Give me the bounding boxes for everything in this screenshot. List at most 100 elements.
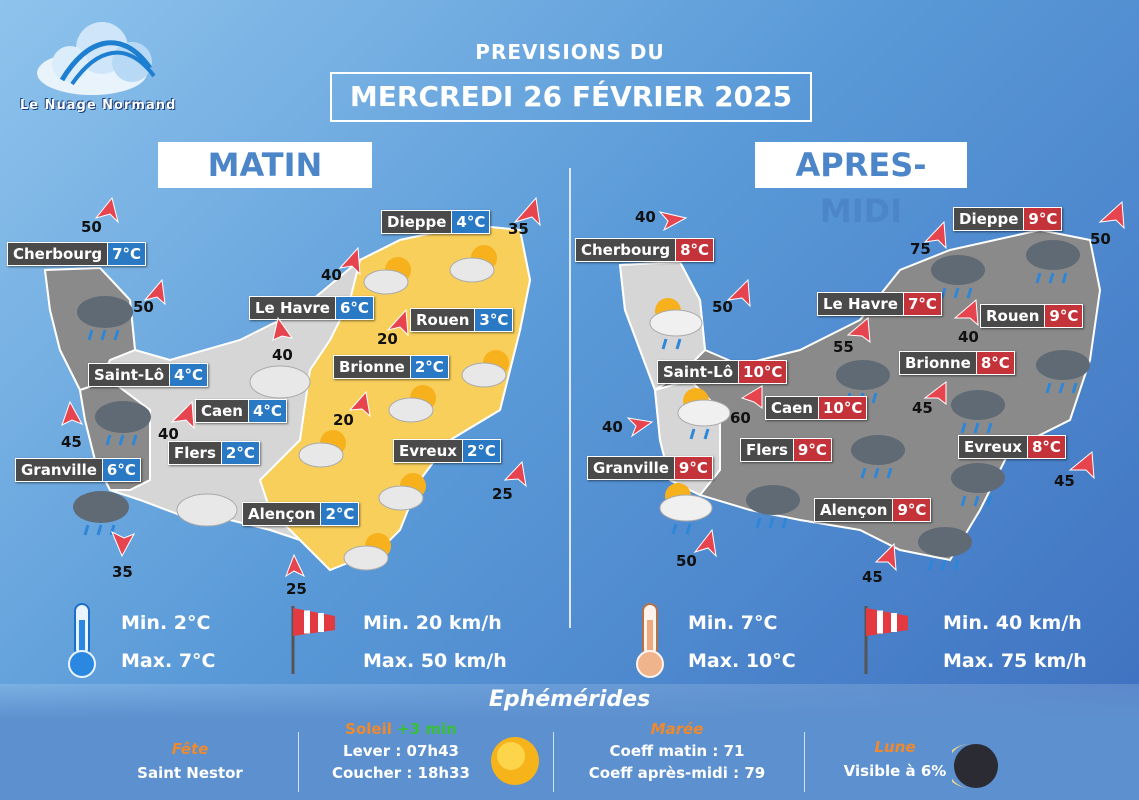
wind-speed: 25 (286, 580, 307, 598)
ephemerides-title: Ephémérides (488, 687, 651, 712)
wind-arrow-icon (874, 542, 897, 572)
wind-arrow-icon (386, 308, 409, 337)
rain-cloud-icon (951, 390, 1005, 434)
wind-speed: 40 (958, 328, 979, 346)
lune-label: Lune (874, 738, 916, 756)
wind-arrow-icon (846, 316, 871, 344)
lune-value: Visible à 6% (843, 762, 947, 780)
soleil-coucher: Coucher : 18h33 (331, 764, 470, 782)
header-date: MERCREDI 26 FÉVRIER 2025 (330, 72, 812, 122)
separator (298, 732, 299, 792)
sun-cloud-icon (343, 533, 391, 571)
wind-speed: 40 (602, 418, 623, 436)
wind-speed: 55 (833, 338, 854, 356)
wind-arrow-icon (726, 278, 751, 308)
city-label-rouen: Rouen 3°C (410, 308, 514, 332)
cloud-icon (176, 493, 238, 527)
wind-arrow-icon (923, 220, 947, 250)
sun-cloud-icon (388, 385, 436, 423)
soleil-gain: +3 min (397, 720, 457, 738)
fete-label: Fête (171, 740, 209, 758)
wind-arrow-icon (338, 246, 361, 276)
city-label-flers: Flers 2°C (168, 441, 260, 465)
city-label-brionne-pm: Brionne 8°C (899, 351, 1015, 375)
rain-cloud-icon (931, 255, 985, 299)
city-label-cherbourg: Cherbourg 7°C (7, 242, 147, 266)
wind-speed: 45 (862, 568, 883, 586)
windsock-icon (291, 606, 335, 674)
wind-arrow-icon (1068, 451, 1095, 480)
wind-arrow-icon (285, 553, 306, 578)
rain-cloud-icon (746, 485, 800, 529)
city-label-granville: Granville 6°C (15, 458, 141, 482)
wind-speed: 40 (272, 346, 293, 364)
rain-cloud-icon (1036, 350, 1090, 394)
wind-speed: 40 (635, 208, 656, 226)
morning-max-wind: Max. 50 km/h (363, 650, 507, 672)
rain-cloud-icon (851, 435, 905, 479)
city-label-cherbourg-pm: Cherbourg 8°C (575, 238, 715, 262)
wind-arrow-icon (61, 400, 84, 426)
maree-block: Marée Coeff matin : 71 Coeff après-midi … (572, 720, 782, 782)
city-label-evreux-pm: Evreux 8°C (958, 435, 1066, 459)
city-label-granville-pm: Granville 9°C (587, 456, 713, 480)
wind-arrows-layer (61, 196, 1125, 578)
soleil-lever: Lever : 07h43 (343, 742, 459, 760)
morning-min-wind: Min. 20 km/h (363, 612, 502, 634)
wind-arrow-icon (953, 298, 979, 327)
wind-speed: 45 (912, 399, 933, 417)
wind-arrow-icon (111, 530, 136, 558)
rain-cloud-icon (1026, 240, 1080, 284)
wind-arrow-icon (94, 196, 119, 224)
city-label-saint-lo: Saint-Lô 4°C (88, 363, 208, 387)
afternoon-title: APRES-MIDI (755, 142, 967, 230)
wind-arrow-icon (170, 400, 195, 430)
wind-speed: 50 (133, 298, 154, 316)
maree-matin: Coeff matin : 71 (609, 742, 745, 760)
wind-speed: 25 (492, 485, 513, 503)
morning-max-temp: Max. 7°C (121, 650, 216, 672)
city-label-saint-lo-pm: Saint-Lô 10°C (657, 360, 788, 384)
wind-speed: 60 (730, 409, 751, 427)
city-label-evreux: Evreux 2°C (393, 439, 501, 463)
city-label-le-havre: Le Havre 6°C (249, 296, 374, 320)
afternoon-max-temp: Max. 10°C (688, 650, 796, 672)
wind-arrow-icon (503, 460, 527, 488)
wind-speed: 75 (910, 240, 931, 258)
brand-name: Le Nuage Normand (20, 98, 177, 113)
thermometer-warm-icon (636, 603, 664, 678)
sun-cloud-icon (363, 257, 411, 295)
morning-title: MATIN (158, 142, 372, 188)
wind-arrow-icon (658, 211, 688, 232)
wind-speed: 45 (1054, 472, 1075, 490)
sun-rain-cloud-icon (649, 298, 703, 350)
wind-speed: 50 (81, 218, 102, 236)
wind-speed: 45 (61, 433, 82, 451)
city-label-brionne: Brionne 2°C (333, 355, 449, 379)
wind-arrow-icon (923, 380, 947, 405)
wind-arrow-icon (348, 390, 371, 418)
sun-cloud-icon (298, 430, 346, 468)
header-line1: PREVISIONS DU (475, 40, 665, 64)
afternoon-min-temp: Min. 7°C (688, 612, 778, 634)
section-divider (569, 168, 571, 628)
wind-speed: 20 (377, 330, 398, 348)
rain-cloud-icon (918, 527, 972, 571)
rain-cloud-icon (77, 296, 133, 341)
city-label-le-havre-pm: Le Havre 7°C (817, 292, 942, 316)
wind-speed: 35 (508, 220, 529, 238)
wind-arrow-icon (740, 385, 763, 409)
thermometer-cold-icon (68, 603, 96, 678)
moon-icon (952, 744, 998, 788)
wind-arrow-icon (1098, 200, 1125, 230)
separator (804, 732, 805, 792)
city-label-dieppe-pm: Dieppe 9°C (953, 207, 1063, 231)
wind-speed: 40 (158, 425, 179, 443)
rain-cloud-icon (95, 401, 151, 446)
wind-arrow-icon (693, 528, 717, 558)
city-label-alencon: Alençon 2°C (242, 502, 360, 526)
wind-speed: 50 (1090, 230, 1111, 248)
soleil-block: Soleil +3 min Lever : 07h43 Coucher : 18… (316, 720, 486, 782)
wind-arrow-icon (513, 196, 541, 227)
